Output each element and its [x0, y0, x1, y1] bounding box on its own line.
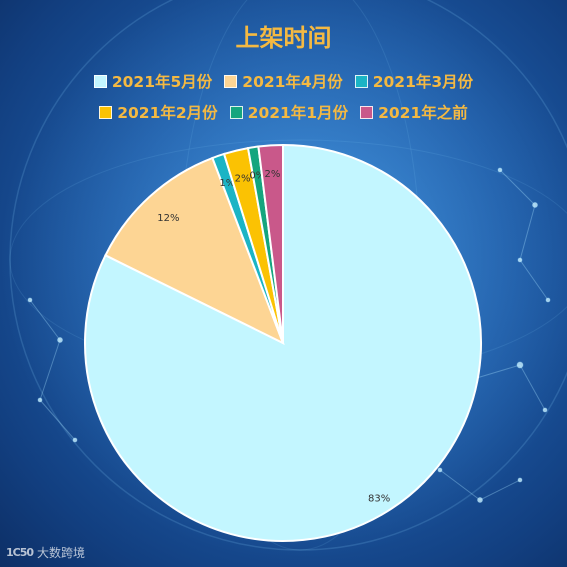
- legend-label: 2021年5月份: [111, 73, 213, 91]
- slice-data-label: 2%: [235, 174, 251, 185]
- legend-swatch: [229, 105, 243, 119]
- slice-data-label: 1%: [219, 178, 235, 189]
- pie-slice[interactable]: [104, 156, 285, 346]
- legend-item[interactable]: 2021年之前: [360, 101, 468, 123]
- pie-slice[interactable]: [257, 143, 284, 344]
- legend-item[interactable]: 2021年4月份: [224, 70, 343, 92]
- legend-item[interactable]: 2021年5月份: [93, 70, 213, 92]
- legend-label: 2021年3月份: [372, 73, 474, 91]
- legend-swatch: [93, 74, 107, 88]
- legend-item[interactable]: 2021年2月份: [99, 101, 218, 123]
- legend-swatch: [354, 74, 368, 88]
- legend-label: 2021年之前: [378, 104, 468, 122]
- slice-data-label: 83%: [368, 494, 390, 505]
- pie-slice[interactable]: [84, 143, 482, 542]
- legend-swatch: [224, 74, 238, 88]
- legend: 2021年5月份 2021年4月份 2021年3月份: [0, 70, 567, 92]
- watermark-text: 大数跨境: [37, 546, 86, 560]
- legend-item[interactable]: 2021年3月份: [354, 70, 474, 92]
- legend-swatch: [360, 105, 374, 119]
- legend-row-2: 2021年2月份 2021年1月份 2021年之前: [0, 101, 567, 123]
- slice-data-label: 0%: [249, 171, 265, 182]
- legend-swatch: [99, 105, 113, 119]
- slice-data-label: 2%: [264, 169, 280, 180]
- legend-label: 2021年1月份: [247, 104, 349, 122]
- legend-label: 2021年2月份: [117, 104, 218, 122]
- legend-item[interactable]: 2021年1月份: [229, 101, 349, 123]
- watermark: 1C50 大数跨境: [6, 544, 85, 561]
- slice-data-label: 12%: [157, 213, 179, 224]
- legend-label: 2021年4月份: [242, 73, 343, 91]
- chart-title: 上架时间: [235, 24, 332, 52]
- watermark-logo: 1C50: [6, 546, 34, 559]
